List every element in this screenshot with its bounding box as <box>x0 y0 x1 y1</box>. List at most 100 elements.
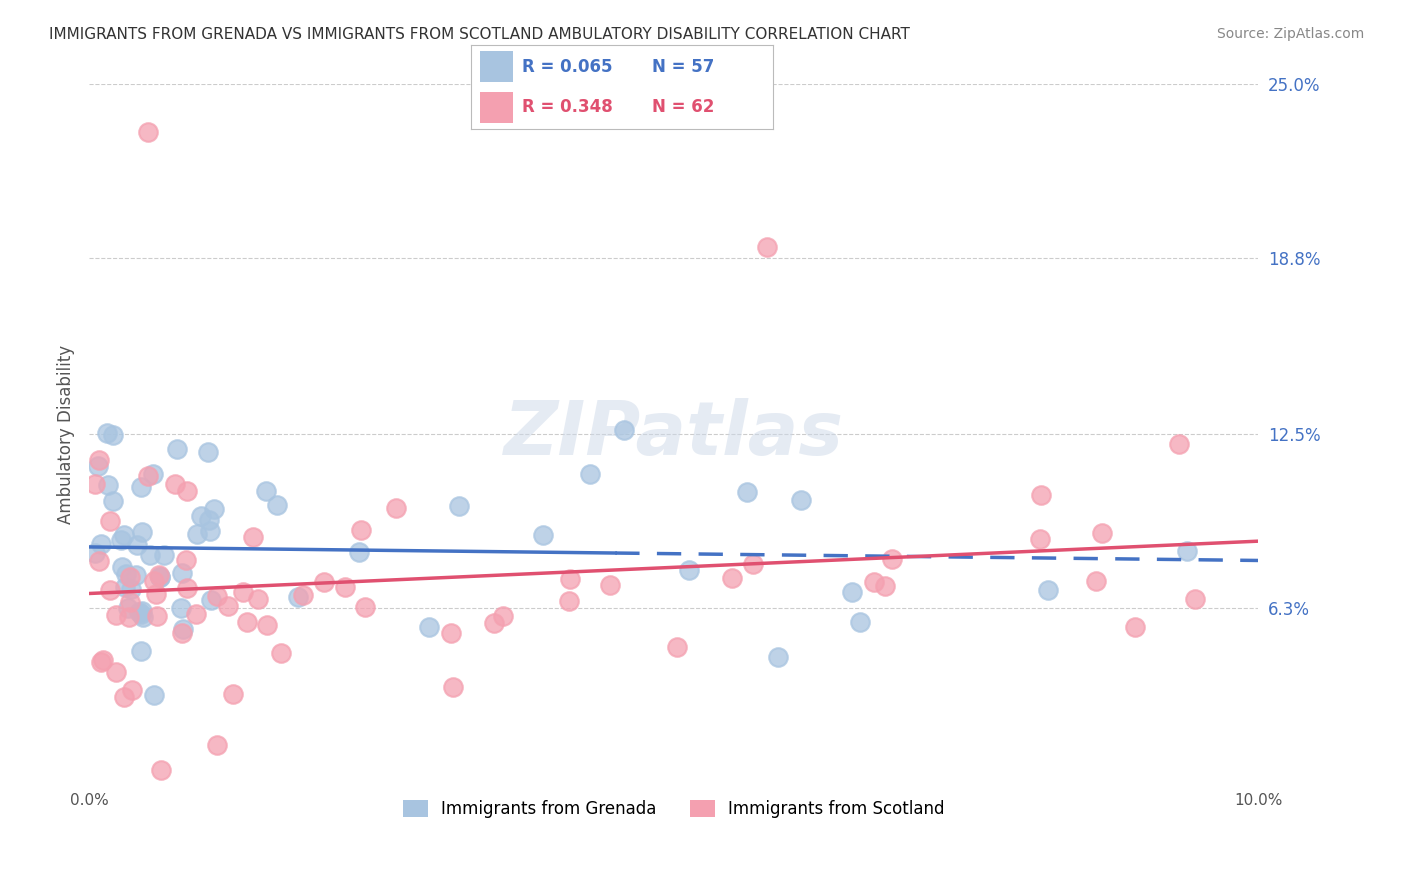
Point <box>129 644 152 658</box>
Point <box>131 604 153 618</box>
Point <box>202 502 225 516</box>
Point <box>110 560 132 574</box>
Text: IMMIGRANTS FROM GRENADA VS IMMIGRANTS FROM SCOTLAND AMBULATORY DISABILITY CORREL: IMMIGRANTS FROM GRENADA VS IMMIGRANTS FR… <box>49 27 910 42</box>
Point <box>163 476 186 491</box>
Point <box>129 607 152 622</box>
Point <box>118 594 141 608</box>
Point <box>197 445 219 459</box>
Point <box>1184 591 1206 606</box>
Point <box>1175 544 1198 558</box>
Point <box>90 537 112 551</box>
Point <box>1091 526 1114 541</box>
Point <box>291 588 314 602</box>
Point <box>1029 488 1052 502</box>
Point <box>882 552 904 566</box>
Point <box>735 484 758 499</box>
Point <box>149 570 172 584</box>
Point <box>148 568 170 582</box>
Point <box>112 690 135 704</box>
Point <box>103 493 125 508</box>
Text: N = 57: N = 57 <box>652 58 714 76</box>
Point <box>578 467 600 482</box>
Point <box>756 240 779 254</box>
Point <box>110 533 132 548</box>
Point <box>599 578 621 592</box>
Point <box>176 483 198 498</box>
Point <box>347 544 370 558</box>
Point <box>247 591 270 606</box>
Point <box>256 618 278 632</box>
Point <box>87 458 110 473</box>
Point <box>1085 574 1108 589</box>
Point <box>222 688 245 702</box>
Point <box>98 514 121 528</box>
Text: N = 62: N = 62 <box>652 98 714 116</box>
Point <box>101 428 124 442</box>
Point <box>531 528 554 542</box>
Point <box>120 570 142 584</box>
Point <box>169 600 191 615</box>
Point <box>112 527 135 541</box>
Point <box>349 523 371 537</box>
Point <box>312 574 335 589</box>
Point <box>104 665 127 679</box>
Point <box>841 585 863 599</box>
Point <box>198 513 221 527</box>
Point <box>139 549 162 563</box>
Point <box>131 524 153 539</box>
Point <box>217 599 239 613</box>
Bar <box>479 92 513 122</box>
Point <box>492 608 515 623</box>
Point <box>200 593 222 607</box>
Point <box>121 683 143 698</box>
Point <box>385 500 408 515</box>
Point <box>176 581 198 595</box>
Point <box>128 606 150 620</box>
Text: ZIPatlas: ZIPatlas <box>503 398 844 471</box>
Point <box>117 600 139 615</box>
Point <box>441 680 464 694</box>
Point <box>129 480 152 494</box>
Point <box>254 484 277 499</box>
Point <box>89 655 111 669</box>
Point <box>84 546 107 560</box>
Point <box>1036 583 1059 598</box>
Point <box>205 739 228 753</box>
Point <box>236 615 259 629</box>
Point <box>153 548 176 562</box>
Point <box>186 527 208 541</box>
Point <box>98 583 121 598</box>
Bar <box>479 52 513 82</box>
Point <box>440 626 463 640</box>
Point <box>558 572 581 586</box>
Point <box>96 426 118 441</box>
Point <box>1123 620 1146 634</box>
Point <box>873 579 896 593</box>
Point <box>105 607 128 622</box>
Point <box>97 478 120 492</box>
Point <box>166 442 188 457</box>
Point <box>114 567 136 582</box>
Point <box>205 589 228 603</box>
Point <box>333 580 356 594</box>
Point <box>172 622 194 636</box>
Point <box>849 615 872 629</box>
Point <box>125 538 148 552</box>
Point <box>447 500 470 514</box>
Point <box>172 566 194 580</box>
Point <box>558 593 581 607</box>
Point <box>143 574 166 589</box>
Point <box>768 650 790 665</box>
Point <box>232 584 254 599</box>
Point <box>146 608 169 623</box>
Point <box>612 423 634 437</box>
Point <box>742 558 765 572</box>
Point <box>170 626 193 640</box>
Point <box>190 508 212 523</box>
Point <box>87 453 110 467</box>
Y-axis label: Ambulatory Disability: Ambulatory Disability <box>58 344 75 524</box>
Point <box>353 600 375 615</box>
Text: R = 0.348: R = 0.348 <box>523 98 613 116</box>
Point <box>149 763 172 777</box>
Point <box>114 580 136 594</box>
